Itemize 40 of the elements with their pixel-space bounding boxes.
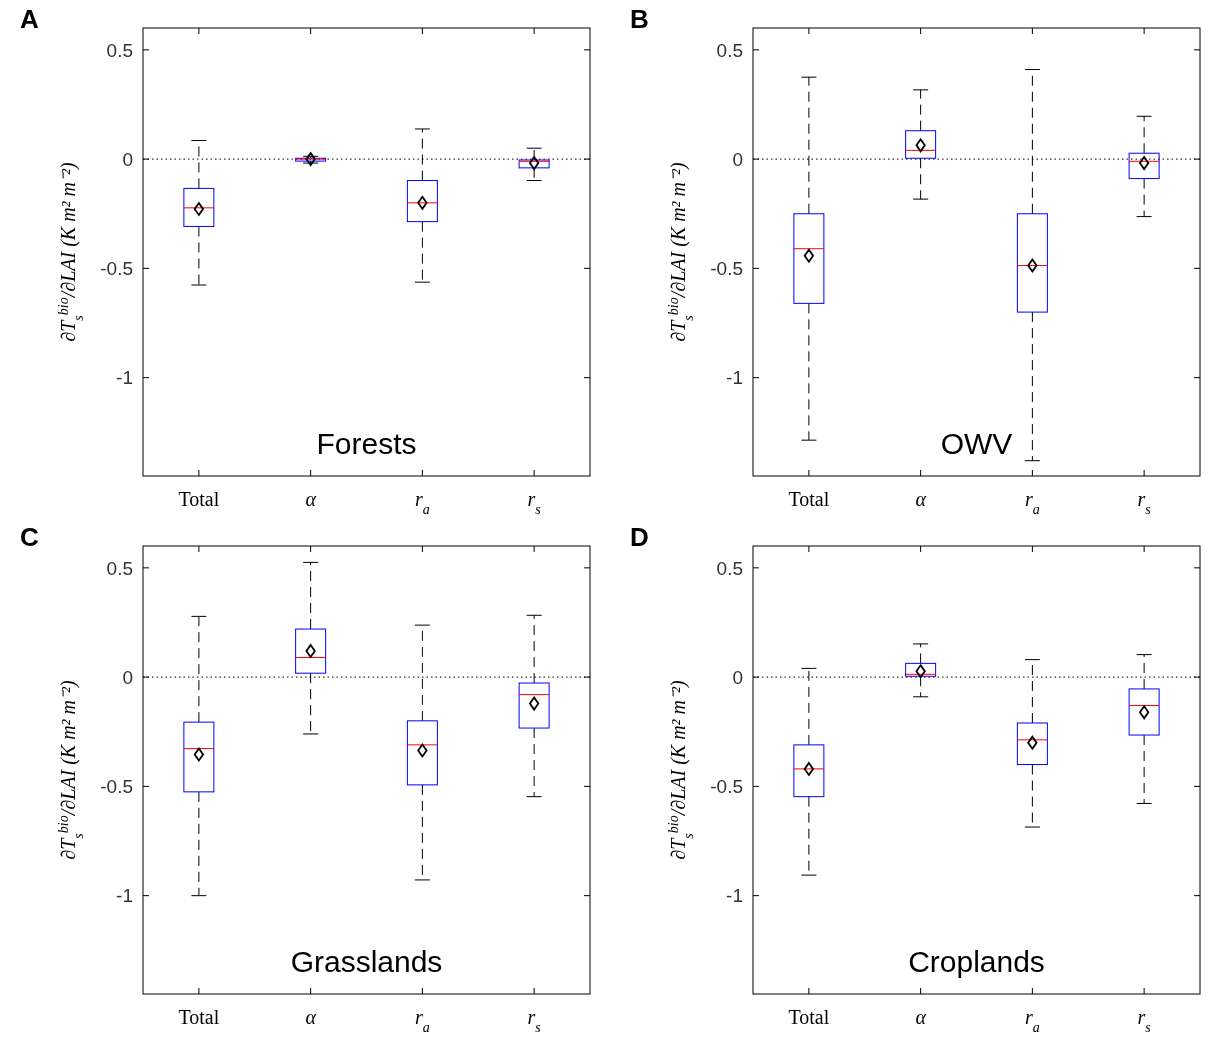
chart-title: B bbox=[630, 4, 649, 34]
y-tick-label: -0.5 bbox=[100, 776, 133, 798]
x-tick-label: r$_{s}$ bbox=[527, 488, 542, 517]
x-tick-label: Total bbox=[178, 1006, 220, 1028]
x-tick-label: r$_{a}$ bbox=[414, 1006, 430, 1035]
y-tick-label: -0.5 bbox=[710, 258, 743, 280]
annotation: Grasslands bbox=[290, 945, 443, 978]
chart-title: C bbox=[20, 522, 39, 552]
y-tick-label: -0.5 bbox=[710, 776, 743, 798]
annotation: OWV bbox=[940, 427, 1013, 460]
x-tick-label: r$_{a}$ bbox=[1024, 488, 1040, 517]
x-tick-label: α bbox=[305, 488, 317, 510]
y-tick-label: 0.5 bbox=[106, 39, 133, 61]
y-tick-label: 0.5 bbox=[716, 39, 743, 61]
y-tick-label: 0.5 bbox=[716, 557, 743, 579]
x-tick-label: α bbox=[915, 1006, 927, 1028]
y-tick-label: 0 bbox=[732, 666, 743, 688]
x-tick-label: r$_{s}$ bbox=[1137, 1006, 1152, 1035]
y-tick-label: -0.5 bbox=[100, 258, 133, 280]
x-tick-label: r$_{s}$ bbox=[527, 1006, 542, 1035]
y-tick-label: -1 bbox=[116, 367, 133, 389]
y-tick-label: 0 bbox=[122, 666, 133, 688]
x-tick-label: α bbox=[915, 488, 927, 510]
x-tick-label: r$_{a}$ bbox=[414, 488, 430, 517]
annotation: Forests bbox=[316, 427, 417, 460]
chart-title: A bbox=[20, 4, 39, 34]
x-tick-label: r$_{a}$ bbox=[1024, 1006, 1040, 1035]
x-tick-label: Total bbox=[178, 488, 220, 510]
y-tick-label: 0.5 bbox=[106, 557, 133, 579]
x-tick-label: r$_{s}$ bbox=[1137, 488, 1152, 517]
y-tick-label: 0 bbox=[732, 148, 743, 170]
x-tick-label: α bbox=[305, 1006, 317, 1028]
y-tick-label: -1 bbox=[116, 885, 133, 907]
y-tick-label: -1 bbox=[726, 885, 743, 907]
y-tick-label: -1 bbox=[726, 367, 743, 389]
annotation: Croplands bbox=[908, 945, 1045, 978]
chart-title: D bbox=[630, 522, 649, 552]
x-tick-label: Total bbox=[788, 488, 830, 510]
x-tick-label: Total bbox=[788, 1006, 830, 1028]
y-tick-label: 0 bbox=[122, 148, 133, 170]
